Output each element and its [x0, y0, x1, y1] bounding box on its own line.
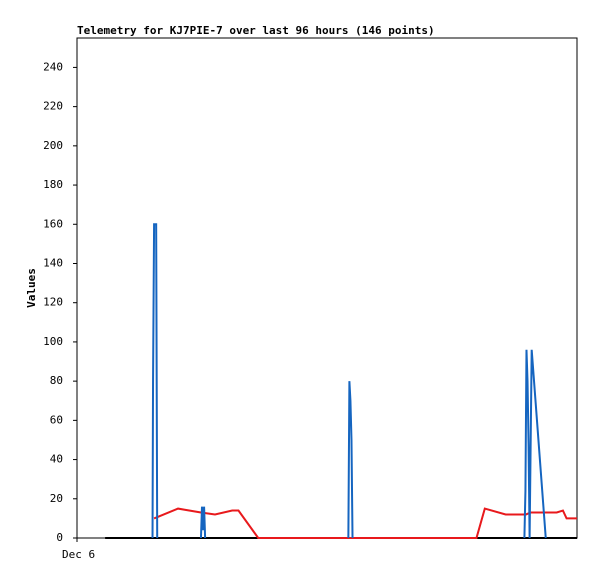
y-tick-label: 240 — [43, 60, 63, 73]
y-tick-label: 140 — [43, 256, 63, 269]
x-tick-label: Dec 6 — [62, 548, 95, 561]
y-tick-label: 160 — [43, 217, 63, 230]
y-tick-label: 180 — [43, 178, 63, 191]
series-line — [153, 507, 577, 539]
series-line — [199, 506, 207, 539]
y-tick-label: 20 — [50, 492, 63, 505]
series-line — [151, 223, 159, 539]
y-tick-label: 0 — [56, 531, 63, 544]
series-line — [347, 381, 354, 539]
y-tick-label: 120 — [43, 296, 63, 309]
series-line — [523, 349, 547, 539]
y-tick-label: 40 — [50, 453, 63, 466]
y-tick-label: 60 — [50, 413, 63, 426]
y-tick-label: 80 — [50, 374, 63, 387]
y-tick-label: 100 — [43, 335, 63, 348]
chart-title: Telemetry for KJ7PIE-7 over last 96 hour… — [77, 24, 435, 37]
y-axis-label: Values — [25, 268, 38, 308]
y-tick-label: 220 — [43, 100, 63, 113]
y-tick-label: 200 — [43, 139, 63, 152]
